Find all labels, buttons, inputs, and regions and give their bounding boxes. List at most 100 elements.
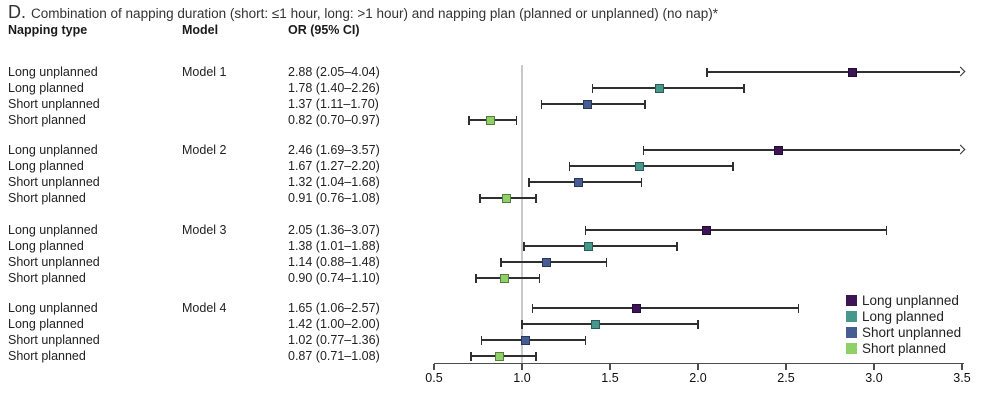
point-marker (702, 225, 712, 235)
row-label: Long planned (8, 317, 84, 331)
row-label: Long unplanned (8, 143, 98, 157)
legend-label: Short planned (862, 340, 947, 356)
ci-cap-right (697, 319, 699, 329)
ci-cap-right (605, 257, 608, 267)
ci-cap-left (584, 225, 587, 235)
ci-cap-right (640, 177, 643, 187)
row-label: Long unplanned (8, 301, 98, 315)
legend-item: Short unplanned (846, 324, 961, 340)
point-marker (584, 241, 594, 251)
ci-bar (481, 339, 586, 341)
or-value: 0.87 (0.71–1.08) (288, 349, 380, 363)
x-tick (521, 364, 523, 370)
reference-line (521, 65, 523, 363)
model-label: Model 3 (182, 223, 227, 237)
x-tick-label: 2.0 (689, 370, 707, 385)
point-marker (654, 83, 664, 93)
x-tick-label: 1.0 (513, 370, 531, 385)
ci-bar (643, 149, 960, 151)
or-value: 1.67 (1.27–2.20) (288, 159, 380, 173)
legend-label: Long unplanned (862, 292, 959, 308)
ci-cap-right (535, 351, 537, 361)
ci-bar (522, 323, 698, 325)
row-label: Short planned (8, 191, 86, 205)
point-marker (582, 99, 592, 109)
or-value: 0.90 (0.74–1.10) (288, 271, 380, 285)
ci-cap-right (535, 193, 537, 203)
legend-swatch (846, 326, 857, 338)
x-tick-label: 3.0 (865, 370, 883, 385)
x-tick-label: 0.5 (425, 370, 443, 385)
ci-cap-right (538, 273, 541, 283)
ci-cap-right (732, 161, 734, 171)
or-value: 2.46 (1.69–3.57) (288, 143, 380, 157)
row-label: Short planned (8, 113, 86, 127)
ci-cap-left (480, 335, 483, 345)
or-value: 1.02 (0.77–1.36) (288, 333, 380, 347)
or-value: 1.38 (1.01–1.88) (288, 239, 380, 253)
point-marker (635, 161, 645, 171)
ci-bar (569, 165, 734, 167)
figure-title-text: Combination of napping duration (short: … (31, 6, 719, 21)
point-marker (542, 257, 552, 267)
panel-letter: D. (8, 2, 26, 22)
arrow-right-icon (955, 66, 966, 77)
ci-cap-left (500, 257, 502, 267)
point-marker (774, 145, 784, 155)
ci-cap-left (470, 351, 472, 361)
or-value: 1.65 (1.06–2.57) (288, 301, 380, 315)
ci-cap-left (540, 99, 543, 109)
legend-item: Long planned (846, 308, 961, 324)
legend-label: Long planned (862, 308, 944, 324)
x-tick (433, 364, 435, 370)
ci-cap-left (468, 115, 470, 125)
x-tick-label: 2.5 (777, 370, 795, 385)
ci-cap-right (515, 115, 518, 125)
or-value: 1.42 (1.00–2.00) (288, 317, 380, 331)
point-marker (591, 319, 601, 329)
row-label: Long planned (8, 159, 84, 173)
or-value: 1.37 (1.11–1.70) (288, 97, 379, 111)
or-value: 0.91 (0.76–1.08) (288, 191, 380, 205)
point-marker (499, 273, 509, 283)
x-tick (961, 364, 963, 370)
point-marker (848, 67, 858, 77)
row-label: Short unplanned (8, 97, 100, 111)
ci-cap-right (885, 225, 888, 235)
ci-cap-left (706, 67, 708, 77)
figure-title: D. Combination of napping duration (shor… (8, 2, 718, 23)
col-header-napping-type: Napping type (8, 23, 88, 37)
row-label: Long unplanned (8, 65, 98, 79)
legend-item: Long unplanned (846, 292, 961, 308)
ci-cap-left (521, 319, 523, 329)
ci-cap-left (568, 161, 571, 171)
legend-label: Short unplanned (862, 324, 962, 340)
ci-cap-left (523, 241, 525, 251)
x-tick (873, 364, 875, 370)
legend-swatch (846, 294, 857, 306)
model-label: Model 1 (182, 65, 227, 79)
or-value: 1.14 (0.88–1.48) (288, 255, 380, 269)
legend-swatch (846, 310, 857, 322)
row-label: Short planned (8, 349, 86, 363)
or-value: 2.05 (1.36–3.07) (288, 223, 380, 237)
row-label: Short unplanned (8, 333, 100, 347)
ci-bar (500, 261, 607, 263)
ci-cap-right (743, 83, 745, 93)
or-value: 1.32 (1.04–1.68) (288, 175, 380, 189)
point-marker (485, 115, 495, 125)
col-header-or-ci: OR (95% CI) (288, 23, 360, 37)
ci-bar (541, 103, 646, 105)
legend: Long unplanned Long planned Short unplanne… (846, 292, 961, 356)
ci-bar (706, 71, 960, 73)
legend-item: Short planned (846, 340, 961, 356)
ci-cap-right (644, 99, 646, 109)
arrow-right-icon (955, 144, 966, 155)
ci-cap-right (676, 241, 678, 251)
row-label: Short planned (8, 271, 86, 285)
row-label: Short unplanned (8, 255, 100, 269)
or-value: 0.82 (0.70–0.97) (288, 113, 380, 127)
ci-bar (592, 87, 744, 89)
x-tick-label: 1.5 (601, 370, 619, 385)
model-label: Model 4 (182, 301, 227, 315)
